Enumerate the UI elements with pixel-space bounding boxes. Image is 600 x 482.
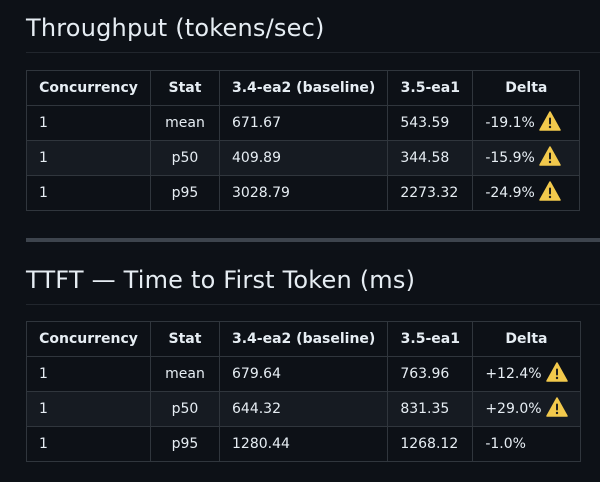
throughput-title: Throughput (tokens/sec) [26, 14, 325, 42]
column-header-concurrency: Concurrency [26, 321, 151, 357]
baseline-cell: 1280.44 [218, 426, 389, 462]
warning-icon [539, 181, 561, 201]
section-divider [26, 238, 600, 242]
stat-cell: mean [150, 105, 220, 141]
delta-cell: -1.0% [472, 426, 581, 462]
concurrency-cell: 1 [26, 391, 151, 427]
warning-icon [539, 146, 561, 166]
table-row: 1 p50 409.89 344.58 -15.9% [26, 140, 581, 176]
ea1-cell: 344.58 [387, 140, 474, 176]
table-row: 1 p95 1280.44 1268.12 -1.0% [26, 426, 581, 462]
delta-cell: -19.1% [472, 105, 581, 141]
stat-cell: p95 [150, 426, 220, 462]
column-header-ea1: 3.5-ea1 [387, 321, 474, 357]
column-header-delta: Delta [472, 70, 581, 106]
ea1-cell: 543.59 [387, 105, 474, 141]
ttft-title: TTFT — Time to First Token (ms) [26, 266, 416, 294]
concurrency-cell: 1 [26, 175, 151, 211]
ea1-cell: 1268.12 [387, 426, 474, 462]
warning-icon [545, 362, 568, 382]
ttft-table: Concurrency Stat 3.4-ea2 (baseline) 3.5-… [26, 321, 581, 462]
delta-value: +12.4% [485, 366, 542, 382]
table-row: 1 mean 679.64 763.96 +12.4% [26, 356, 581, 392]
column-header-stat: Stat [150, 321, 220, 357]
concurrency-cell: 1 [26, 356, 151, 392]
delta-cell: -15.9% [472, 140, 581, 176]
concurrency-cell: 1 [26, 105, 151, 141]
table-header-row: Concurrency Stat 3.4-ea2 (baseline) 3.5-… [26, 321, 581, 357]
ea1-cell: 763.96 [387, 356, 474, 392]
concurrency-cell: 1 [26, 426, 151, 462]
table-row: 1 mean 671.67 543.59 -19.1% [26, 105, 581, 141]
table-row: 1 p95 3028.79 2273.32 -24.9% [26, 175, 581, 211]
column-header-stat: Stat [150, 70, 220, 106]
delta-value: -19.1% [485, 115, 535, 131]
column-header-baseline: 3.4-ea2 (baseline) [218, 70, 389, 106]
ea1-cell: 831.35 [387, 391, 474, 427]
concurrency-cell: 1 [26, 140, 151, 176]
stat-cell: mean [150, 356, 220, 392]
throughput-table: Concurrency Stat 3.4-ea2 (baseline) 3.5-… [26, 70, 581, 211]
baseline-cell: 409.89 [218, 140, 389, 176]
baseline-cell: 679.64 [218, 356, 389, 392]
warning-icon [545, 397, 568, 417]
column-header-delta: Delta [472, 321, 581, 357]
stat-cell: p50 [150, 391, 220, 427]
table-row: 1 p50 644.32 831.35 +29.0% [26, 391, 581, 427]
warning-icon [539, 111, 561, 131]
stat-cell: p50 [150, 140, 220, 176]
delta-cell: +12.4% [472, 356, 581, 392]
delta-value: -1.0% [485, 436, 526, 452]
delta-value: -24.9% [485, 185, 535, 201]
title-rule [26, 52, 600, 53]
column-header-concurrency: Concurrency [26, 70, 151, 106]
baseline-cell: 3028.79 [218, 175, 389, 211]
delta-value: -15.9% [485, 150, 535, 166]
table-header-row: Concurrency Stat 3.4-ea2 (baseline) 3.5-… [26, 70, 581, 106]
delta-cell: -24.9% [472, 175, 581, 211]
column-header-baseline: 3.4-ea2 (baseline) [218, 321, 389, 357]
ea1-cell: 2273.32 [387, 175, 474, 211]
delta-value: +29.0% [485, 401, 542, 417]
baseline-cell: 644.32 [218, 391, 389, 427]
stat-cell: p95 [150, 175, 220, 211]
baseline-cell: 671.67 [218, 105, 389, 141]
title-rule [26, 304, 600, 305]
column-header-ea1: 3.5-ea1 [387, 70, 474, 106]
delta-cell: +29.0% [472, 391, 581, 427]
